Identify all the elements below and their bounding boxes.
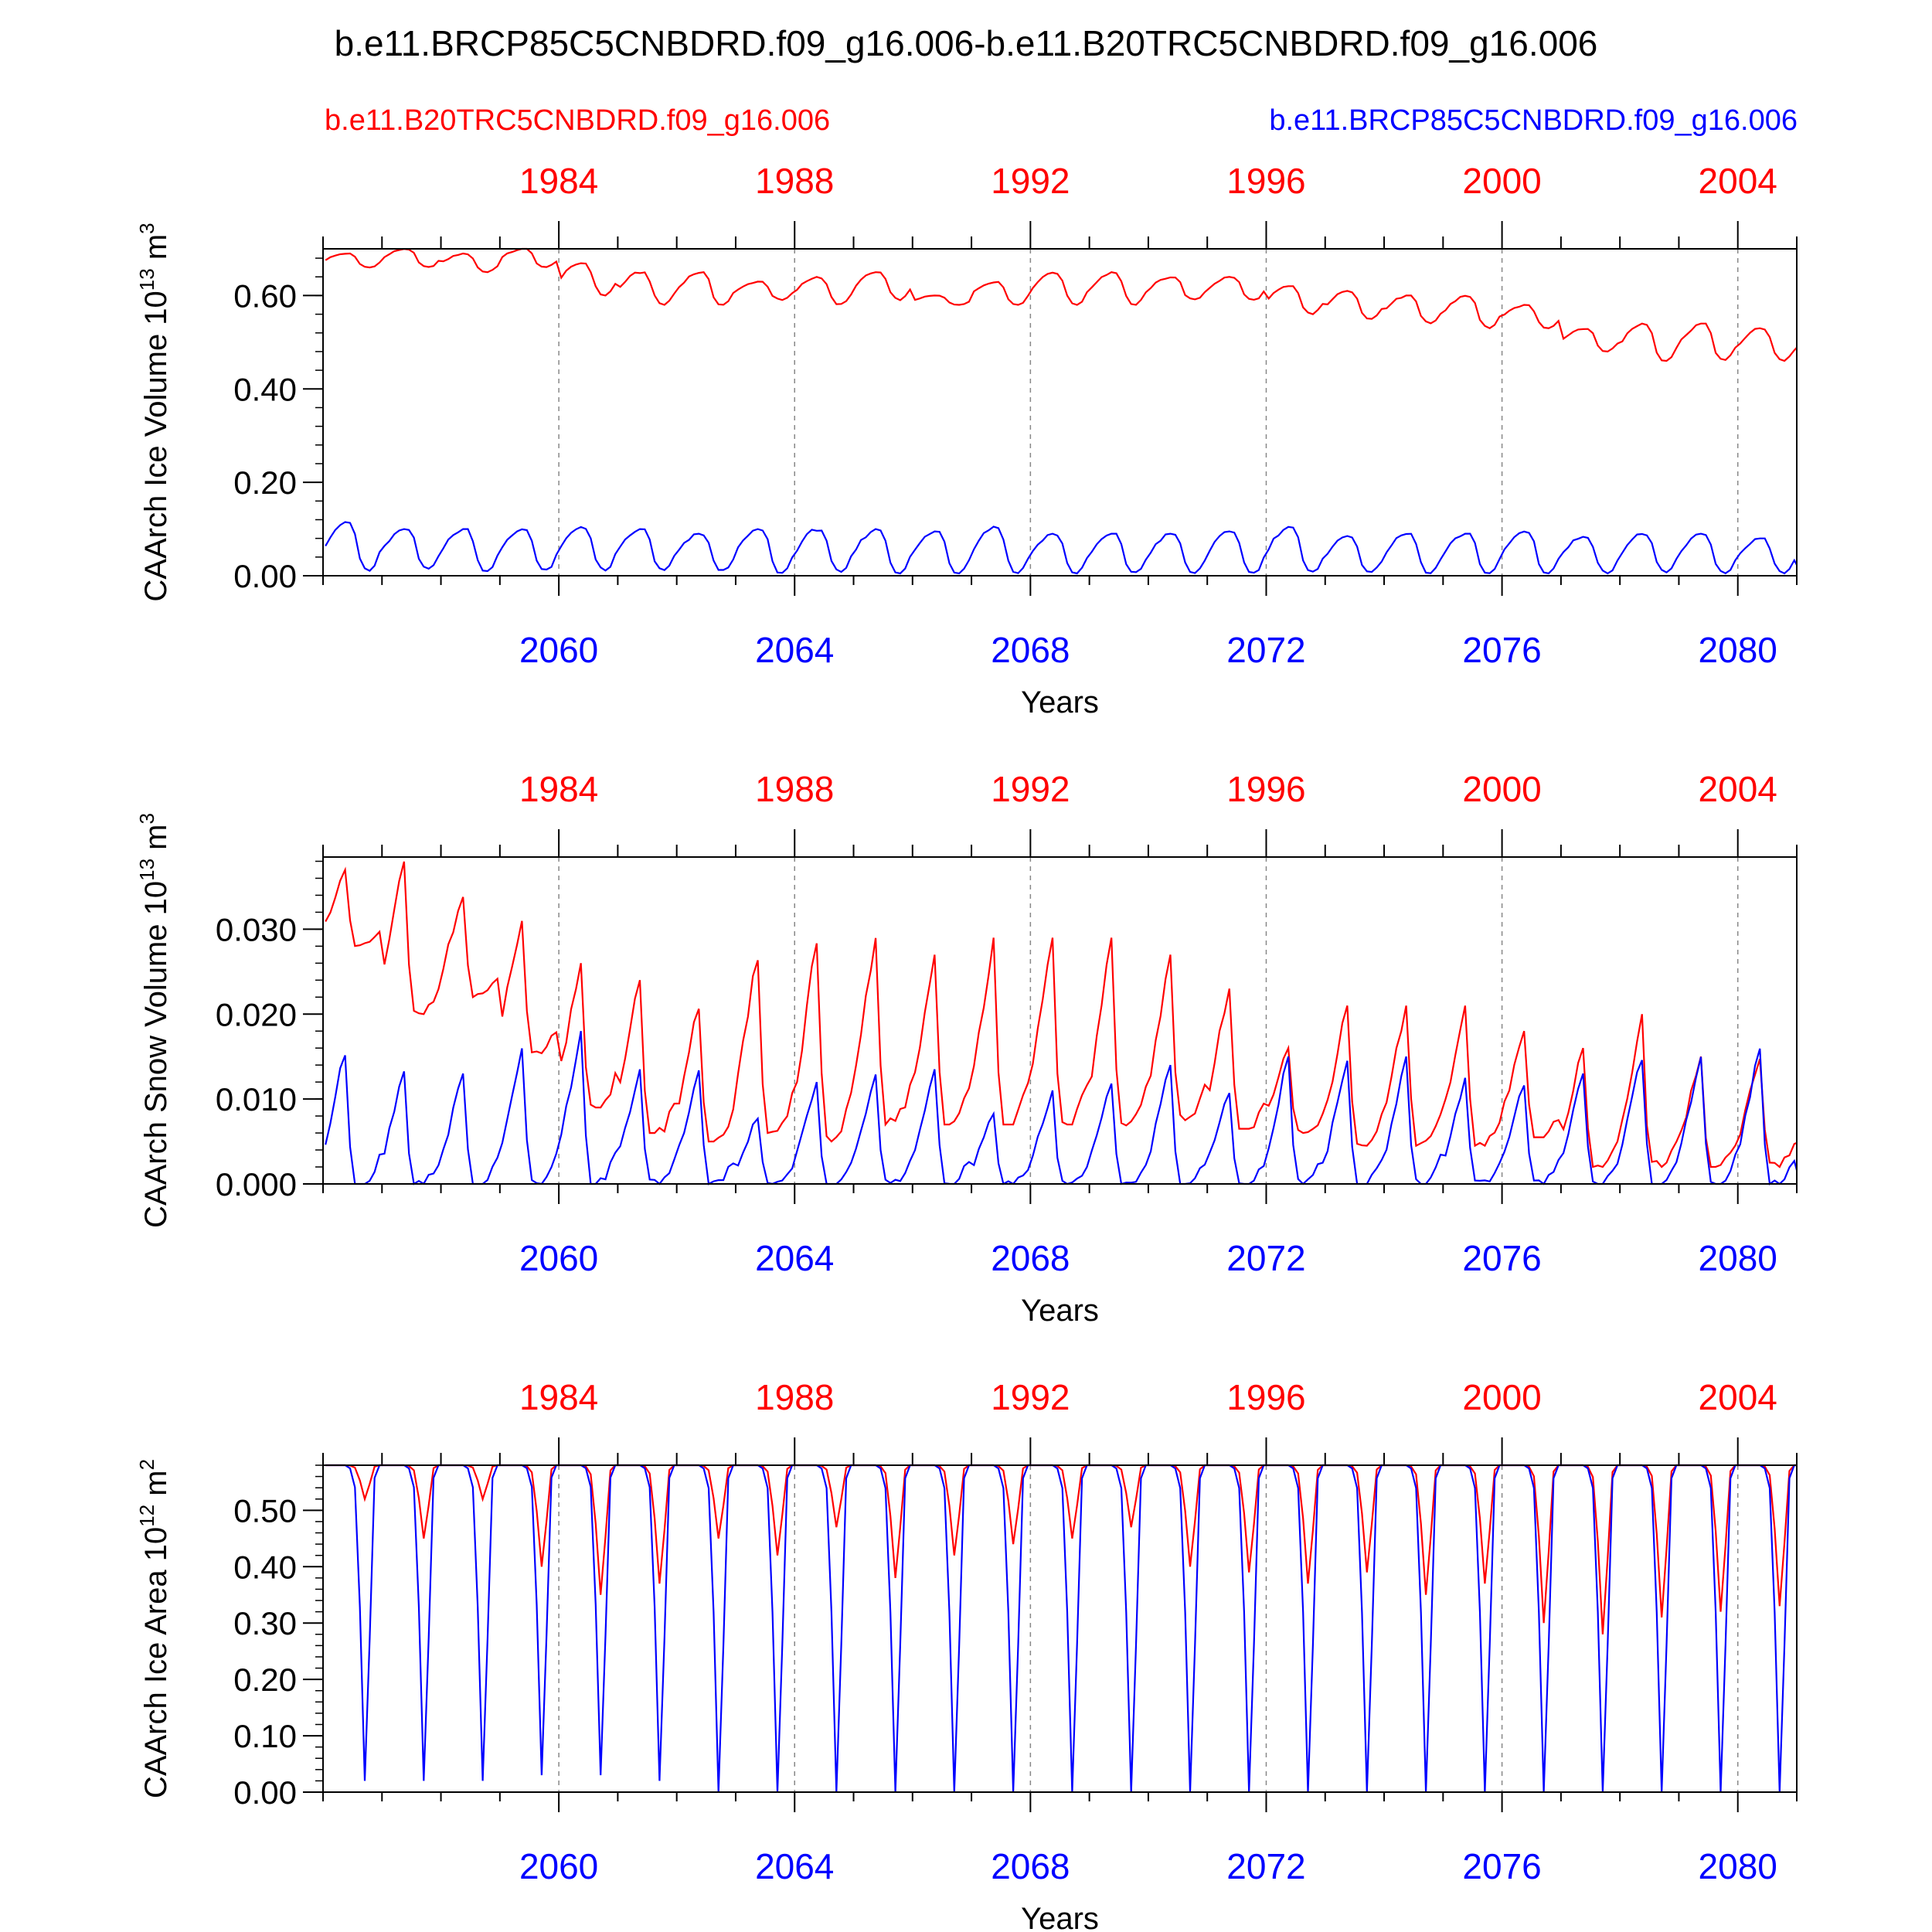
- x-top-tick-label: 1988: [755, 161, 834, 201]
- y-tick-label: 0.20: [233, 464, 297, 501]
- x-top-tick-label: 2004: [1699, 769, 1777, 809]
- x-bottom-tick-label: 2060: [519, 1238, 598, 1278]
- plot-frame: [322, 856, 1798, 1185]
- y-tick-label: 0.30: [233, 1605, 297, 1641]
- y-tick-label: 0.60: [233, 277, 297, 314]
- x-top-tick-label: 2004: [1699, 161, 1777, 201]
- chart-panel-2: 0.000 0.010 0.020 0.030 2060 2064 2068 2072 2076…: [135, 769, 1798, 1328]
- x-bottom-tick-label: 2068: [991, 630, 1070, 670]
- x-bottom-tick-label: 2072: [1226, 1846, 1305, 1886]
- x-bottom-tick-label: 2060: [519, 1846, 598, 1886]
- legend-blue-label: b.e11.BRCP85C5CNBDRD.f09_g16.006: [1269, 104, 1798, 137]
- y-tick-label: 0.00: [233, 558, 297, 594]
- x-bottom-tick-label: 2076: [1462, 1846, 1541, 1886]
- series-line-blue: [325, 1464, 1797, 1793]
- x-bottom-tick-label: 2068: [991, 1846, 1070, 1886]
- x-bottom-tick-label: 2064: [755, 630, 834, 670]
- y-tick-label: 0.50: [233, 1492, 297, 1529]
- x-bottom-tick-label: 2080: [1699, 1846, 1777, 1886]
- series-line-red: [325, 1464, 1797, 1634]
- x-top-tick-label: 1984: [519, 769, 598, 809]
- x-axis-label: Years: [1021, 1294, 1099, 1328]
- x-top-tick-label: 1992: [991, 1377, 1070, 1417]
- series-line-blue: [325, 1031, 1797, 1185]
- series-line-red: [325, 861, 1797, 1168]
- y-tick-label: 0.020: [216, 996, 297, 1032]
- x-top-tick-label: 1984: [519, 1377, 598, 1417]
- y-tick-label: 0.010: [216, 1081, 297, 1117]
- y-tick-label: 0.00: [233, 1774, 297, 1811]
- x-top-tick-label: 1988: [755, 769, 834, 809]
- x-top-tick-label: 2000: [1462, 1377, 1541, 1417]
- chart-panel-1: 0.00 0.20 0.40 0.60 2060 2064 2068 2072 2076 2080…: [135, 161, 1798, 719]
- x-bottom-tick-label: 2060: [519, 630, 598, 670]
- x-bottom-tick-label: 2076: [1462, 1238, 1541, 1278]
- x-top-tick-label: 2004: [1699, 1377, 1777, 1417]
- figure-title: b.e11.BRCP85C5CNBDRD.f09_g16.006-b.e11.B…: [335, 23, 1598, 63]
- x-axis-label: Years: [1021, 1902, 1099, 1932]
- x-bottom-tick-label: 2064: [755, 1238, 834, 1278]
- x-bottom-tick-label: 2080: [1699, 1238, 1777, 1278]
- x-top-tick-label: 2000: [1462, 161, 1541, 201]
- chart-panel-3: 0.00 0.10 0.20 0.30 0.40 0.50 2060 2064 2068 2072…: [135, 1377, 1798, 1932]
- x-bottom-tick-label: 2064: [755, 1846, 834, 1886]
- x-bottom-tick-label: 2072: [1226, 630, 1305, 670]
- x-top-tick-label: 1988: [755, 1377, 834, 1417]
- x-top-tick-label: 1996: [1226, 1377, 1305, 1417]
- y-tick-label: 0.20: [233, 1662, 297, 1698]
- series-line-blue: [325, 521, 1797, 575]
- plot-frame: [322, 248, 1798, 577]
- y-tick-label: 0.030: [216, 911, 297, 947]
- x-top-tick-label: 1996: [1226, 161, 1305, 201]
- x-top-tick-label: 1992: [991, 161, 1070, 201]
- y-tick-label: 0.10: [233, 1718, 297, 1754]
- plot-frame: [322, 1464, 1798, 1793]
- chart-panels: 0.00 0.20 0.40 0.60 2060 2064 2068 2072 2076 2080…: [135, 161, 1798, 1932]
- y-axis-label: CAArch Snow Volume 1013 m3: [135, 813, 173, 1228]
- x-bottom-tick-label: 2072: [1226, 1238, 1305, 1278]
- x-bottom-tick-label: 2076: [1462, 630, 1541, 670]
- x-axis-label: Years: [1021, 685, 1099, 719]
- x-top-tick-label: 2000: [1462, 769, 1541, 809]
- y-tick-label: 0.40: [233, 1549, 297, 1585]
- x-bottom-tick-label: 2080: [1699, 630, 1777, 670]
- x-top-tick-label: 1992: [991, 769, 1070, 809]
- y-axis-label: CAArch Ice Area 1012 m2: [135, 1459, 173, 1798]
- y-axis-label: CAArch Ice Volume 1013 m3: [135, 223, 173, 601]
- series-line-red: [325, 247, 1797, 362]
- x-top-tick-label: 1984: [519, 161, 598, 201]
- x-top-tick-label: 1996: [1226, 769, 1305, 809]
- x-bottom-tick-label: 2068: [991, 1238, 1070, 1278]
- y-tick-label: 0.000: [216, 1166, 297, 1202]
- legend-red-label: b.e11.B20TRC5CNBDRD.f09_g16.006: [325, 104, 830, 137]
- y-tick-label: 0.40: [233, 371, 297, 407]
